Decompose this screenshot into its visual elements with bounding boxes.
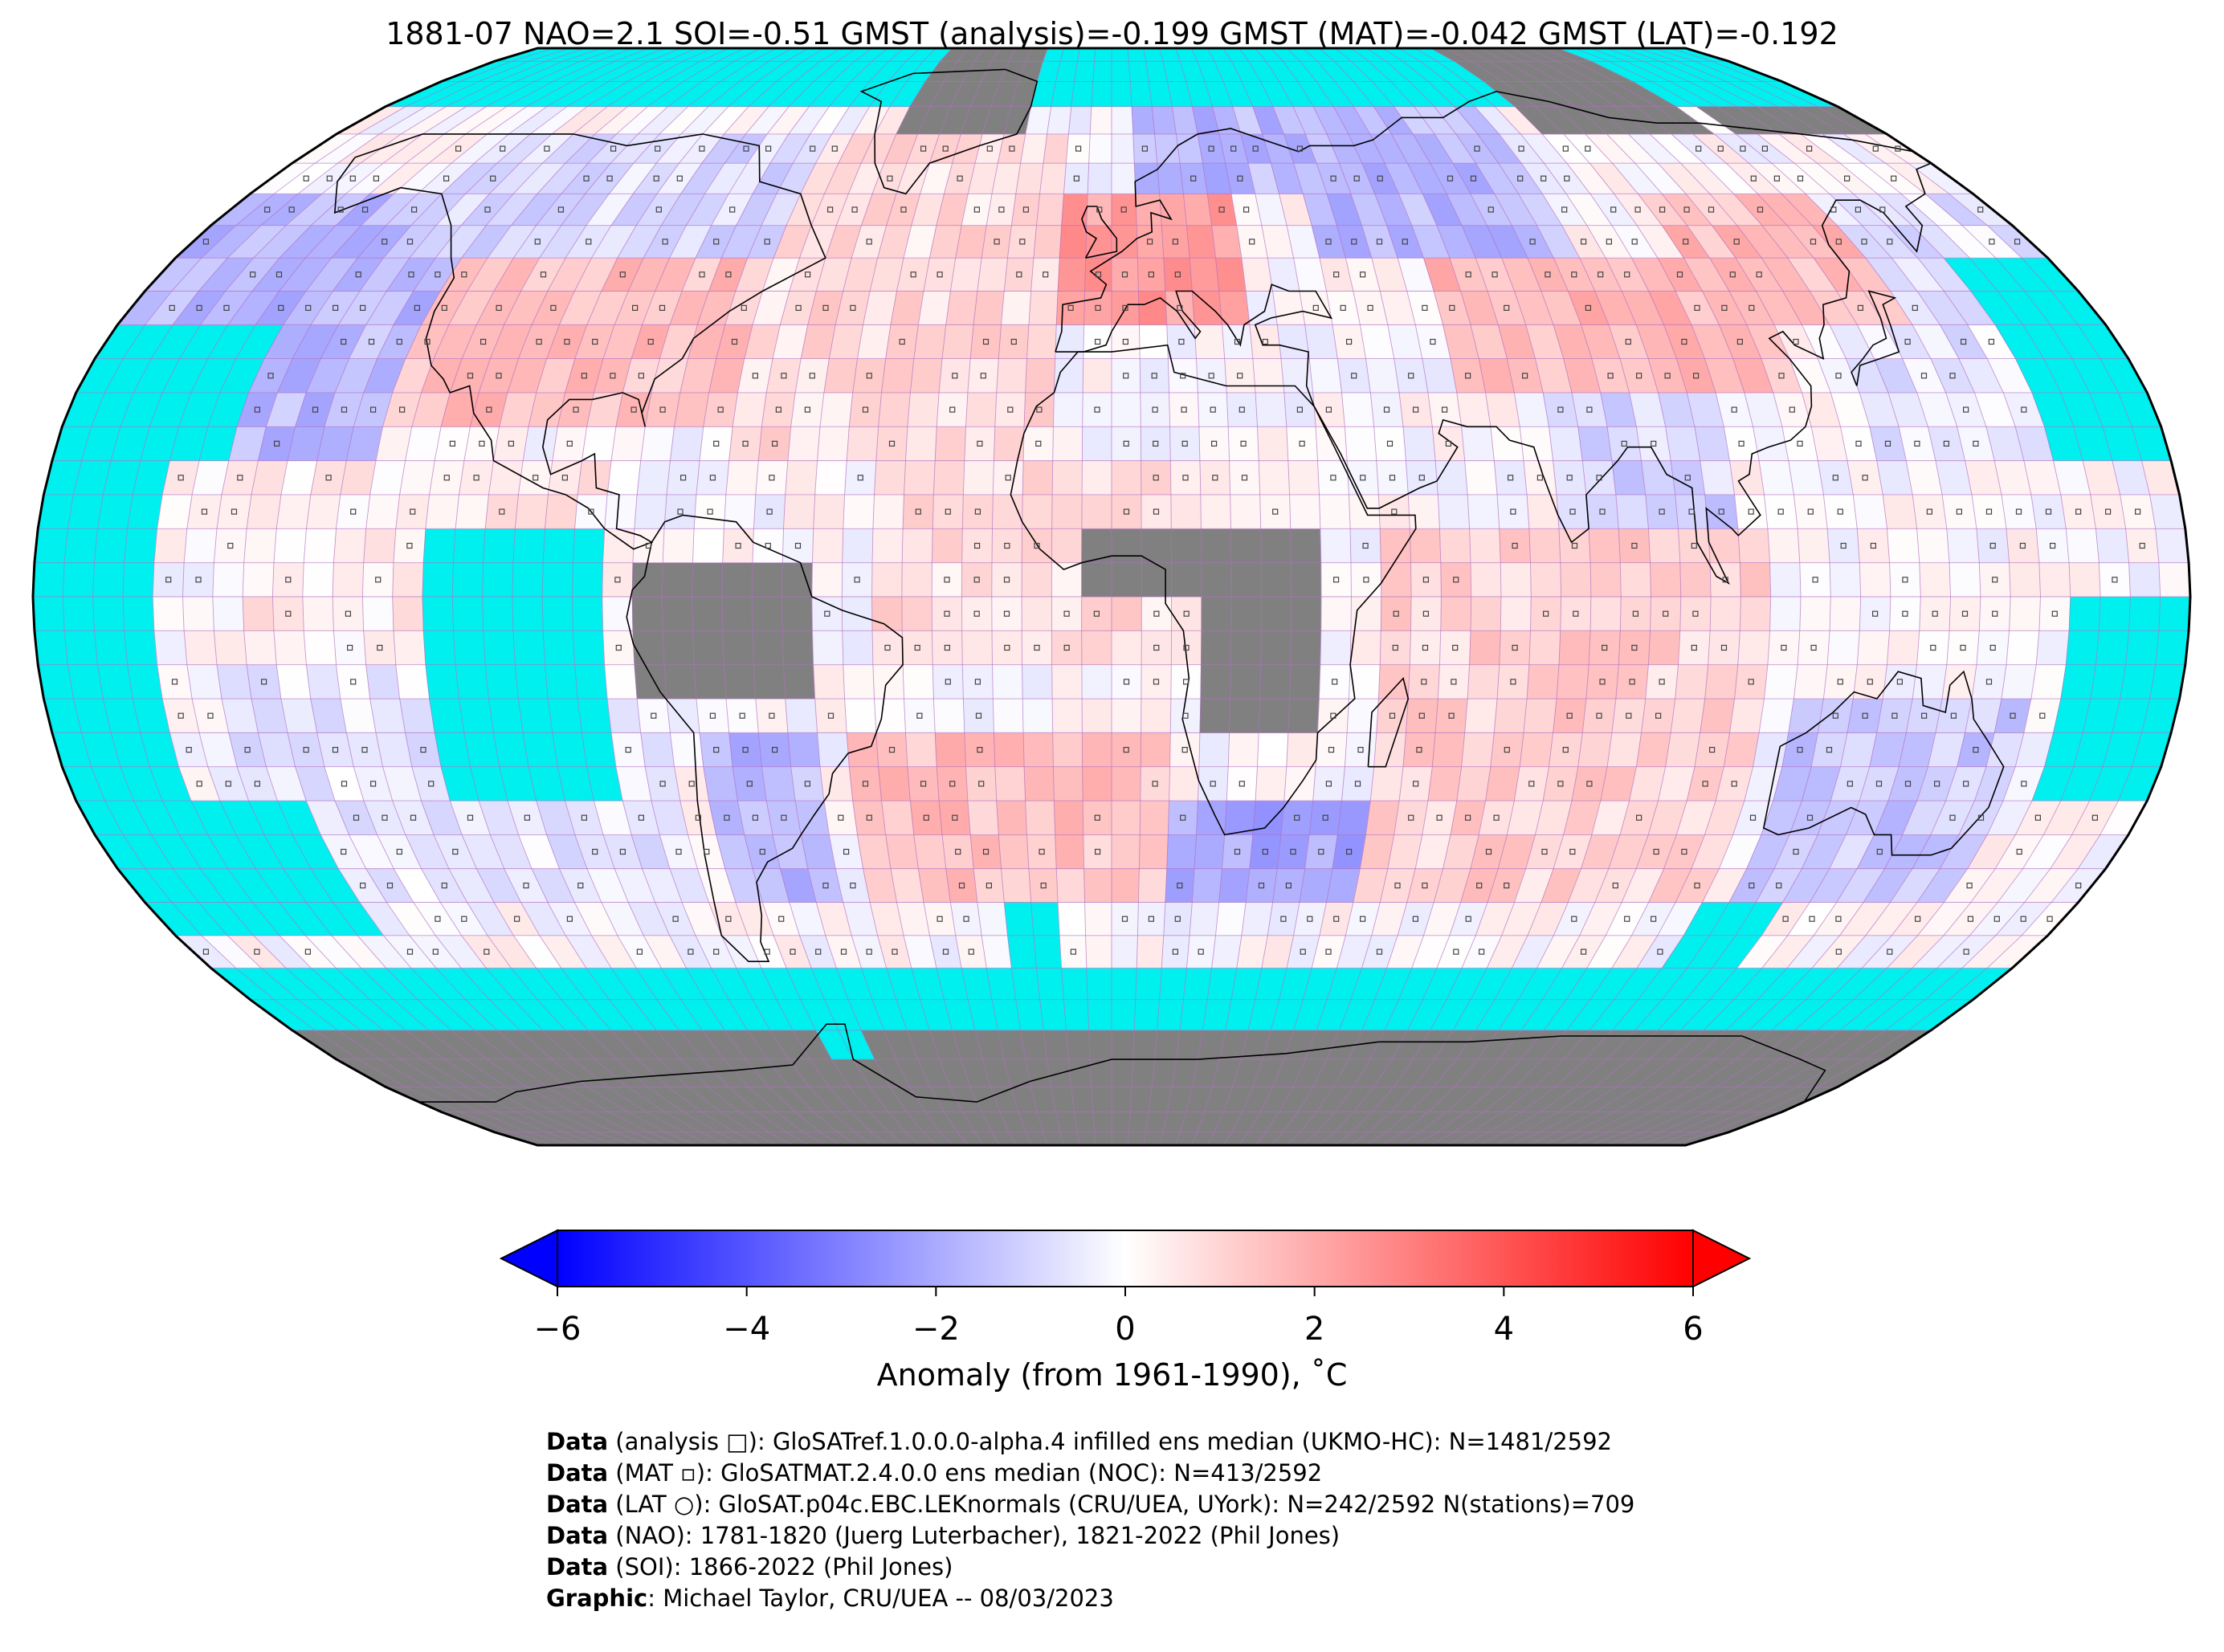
credit-key: Data: [546, 1522, 609, 1549]
credit-text: (NAO): 1781-1820 (Juerg Luterbacher), 18…: [608, 1522, 1341, 1549]
credit-text: : Michael Taylor, CRU/UEA -- 08/03/2023: [647, 1585, 1114, 1612]
credit-key: Graphic: [546, 1585, 648, 1612]
credit-line: Graphic: Michael Taylor, CRU/UEA -- 08/0…: [546, 1583, 1634, 1614]
credit-line: Data (SOI): 1866-2022 (Phil Jones): [546, 1552, 1634, 1583]
credit-text: (analysis □): GloSATref.1.0.0.0-alpha.4 …: [608, 1428, 1613, 1455]
colorbar-label: Anomaly (from 1961-1990), ˚C: [876, 1357, 1348, 1393]
colorbar-tick-label: −4: [723, 1311, 771, 1348]
credit-line: Data (NAO): 1781-1820 (Juerg Luterbacher…: [546, 1520, 1634, 1552]
world-map: [31, 47, 2192, 1147]
colorbar-tick-label: 6: [1683, 1311, 1704, 1348]
credit-line: Data (LAT ○): GloSAT.p04c.EBC.LEKnormals…: [546, 1489, 1634, 1520]
credits: Data (analysis □): GloSATref.1.0.0.0-alp…: [546, 1426, 1634, 1614]
credit-key: Data: [546, 1459, 609, 1487]
credit-key: Data: [546, 1428, 609, 1455]
colorbar-tick-label: 0: [1115, 1311, 1136, 1348]
colorbar-tick-label: −2: [912, 1311, 960, 1348]
colorbar-body: [557, 1230, 1694, 1287]
credit-line: Data (MAT ▫): GloSATMAT.2.4.0.0 ens medi…: [546, 1458, 1634, 1489]
map-title: 1881-07 NAO=2.1 SOI=-0.51 GMST (analysis…: [386, 16, 1838, 51]
colorbar-extend-low: [499, 1229, 558, 1288]
credit-key: Data: [546, 1491, 609, 1518]
credit-key: Data: [546, 1553, 609, 1581]
colorbar-tick-label: 4: [1493, 1311, 1515, 1348]
credit-text: (SOI): 1866-2022 (Phil Jones): [608, 1553, 953, 1581]
credit-text: (MAT ▫): GloSATMAT.2.4.0.0 ens median (N…: [608, 1459, 1323, 1487]
colorbar-extend-high: [1692, 1229, 1752, 1288]
colorbar-tick-label: −6: [533, 1311, 582, 1348]
colorbar-tick-label: 2: [1304, 1311, 1325, 1348]
colorbar-ticks: [557, 1287, 1694, 1296]
credit-line: Data (analysis □): GloSATref.1.0.0.0-alp…: [546, 1426, 1634, 1458]
colorbar: [499, 1229, 1752, 1296]
credit-text: (LAT ○): GloSAT.p04c.EBC.LEKnormals (CRU…: [608, 1491, 1635, 1518]
